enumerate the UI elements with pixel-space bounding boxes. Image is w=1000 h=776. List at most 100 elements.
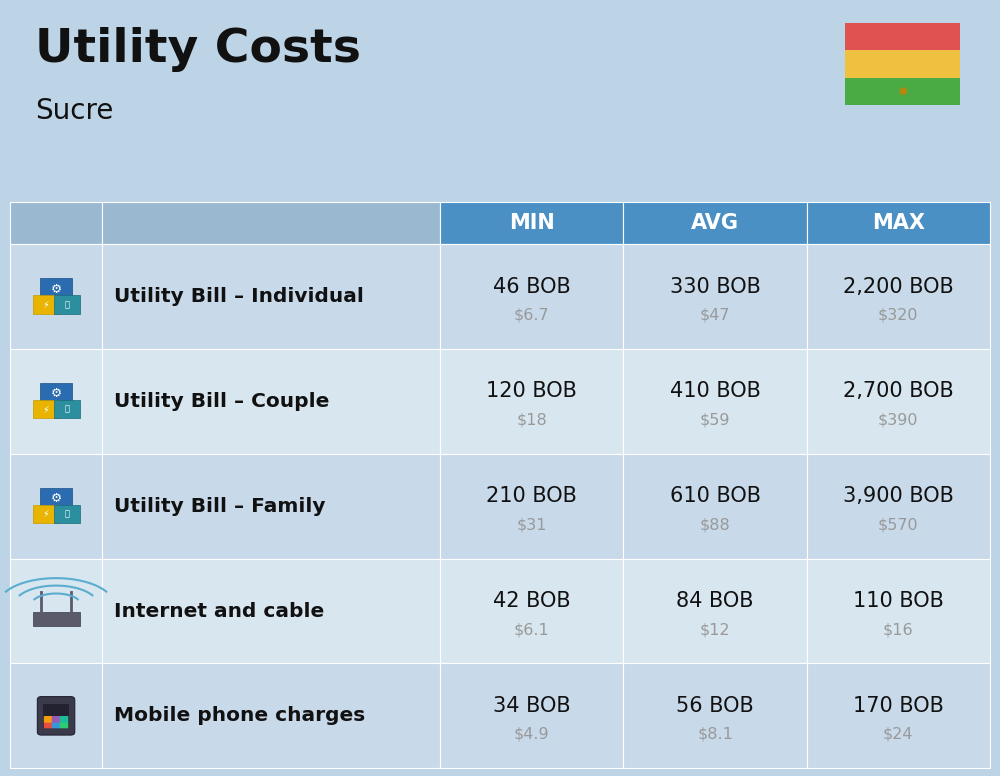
FancyBboxPatch shape — [440, 244, 623, 349]
FancyBboxPatch shape — [54, 505, 80, 523]
Text: 💧: 💧 — [65, 300, 70, 309]
FancyBboxPatch shape — [623, 349, 807, 454]
Text: 210 BOB: 210 BOB — [486, 486, 577, 506]
Text: $570: $570 — [878, 518, 919, 532]
FancyBboxPatch shape — [37, 697, 75, 735]
Text: $47: $47 — [700, 308, 730, 323]
FancyBboxPatch shape — [102, 202, 440, 244]
FancyBboxPatch shape — [440, 454, 623, 559]
FancyBboxPatch shape — [102, 349, 440, 454]
FancyBboxPatch shape — [440, 349, 623, 454]
Text: 610 BOB: 610 BOB — [670, 486, 761, 506]
FancyBboxPatch shape — [40, 278, 72, 300]
Text: 34 BOB: 34 BOB — [493, 696, 571, 715]
FancyBboxPatch shape — [845, 78, 960, 105]
Text: $31: $31 — [517, 518, 547, 532]
Text: $390: $390 — [878, 413, 919, 428]
FancyBboxPatch shape — [623, 559, 807, 663]
FancyBboxPatch shape — [10, 244, 102, 349]
Text: 🧍: 🧍 — [52, 394, 60, 408]
Text: $4.9: $4.9 — [514, 727, 550, 742]
FancyBboxPatch shape — [10, 454, 102, 559]
FancyBboxPatch shape — [807, 202, 990, 244]
Text: ⚡: ⚡ — [42, 404, 49, 414]
FancyBboxPatch shape — [623, 202, 807, 244]
FancyBboxPatch shape — [54, 296, 80, 314]
FancyBboxPatch shape — [44, 722, 52, 729]
Text: Utility Costs: Utility Costs — [35, 27, 361, 72]
Text: ⚡: ⚡ — [42, 300, 49, 310]
FancyBboxPatch shape — [44, 716, 52, 722]
Text: ⚙: ⚙ — [50, 282, 62, 296]
FancyBboxPatch shape — [102, 559, 440, 663]
FancyBboxPatch shape — [623, 663, 807, 768]
FancyBboxPatch shape — [40, 383, 72, 405]
Text: 42 BOB: 42 BOB — [493, 591, 571, 611]
Text: MIN: MIN — [509, 213, 555, 233]
Text: ⚙: ⚙ — [50, 492, 62, 505]
FancyBboxPatch shape — [807, 454, 990, 559]
FancyBboxPatch shape — [102, 244, 440, 349]
Text: $6.1: $6.1 — [514, 622, 550, 637]
Text: $6.7: $6.7 — [514, 308, 550, 323]
FancyBboxPatch shape — [33, 400, 59, 418]
Text: 46 BOB: 46 BOB — [493, 276, 571, 296]
Text: MAX: MAX — [872, 213, 925, 233]
Text: 3,900 BOB: 3,900 BOB — [843, 486, 954, 506]
Text: 170 BOB: 170 BOB — [853, 696, 944, 715]
Text: Utility Bill – Individual: Utility Bill – Individual — [114, 287, 364, 307]
FancyBboxPatch shape — [623, 244, 807, 349]
FancyBboxPatch shape — [102, 663, 440, 768]
FancyBboxPatch shape — [623, 454, 807, 559]
FancyBboxPatch shape — [440, 559, 623, 663]
FancyBboxPatch shape — [33, 296, 59, 314]
Text: $59: $59 — [700, 413, 730, 428]
FancyBboxPatch shape — [33, 612, 80, 626]
FancyBboxPatch shape — [52, 722, 60, 729]
FancyBboxPatch shape — [60, 716, 68, 722]
Text: $12: $12 — [700, 622, 730, 637]
FancyBboxPatch shape — [52, 716, 60, 722]
FancyBboxPatch shape — [40, 487, 72, 510]
Text: 410 BOB: 410 BOB — [670, 381, 761, 401]
Text: 84 BOB: 84 BOB — [676, 591, 754, 611]
Text: 💧: 💧 — [65, 510, 70, 518]
FancyBboxPatch shape — [807, 559, 990, 663]
Text: AVG: AVG — [691, 213, 739, 233]
FancyBboxPatch shape — [33, 505, 59, 523]
Text: 120 BOB: 120 BOB — [486, 381, 577, 401]
Text: $8.1: $8.1 — [697, 727, 733, 742]
FancyBboxPatch shape — [10, 349, 102, 454]
FancyBboxPatch shape — [845, 50, 960, 78]
FancyBboxPatch shape — [807, 244, 990, 349]
Text: 2,200 BOB: 2,200 BOB — [843, 276, 954, 296]
Text: Sucre: Sucre — [35, 97, 113, 125]
Text: 2,700 BOB: 2,700 BOB — [843, 381, 954, 401]
FancyBboxPatch shape — [60, 722, 68, 729]
Text: $88: $88 — [700, 518, 730, 532]
Text: $320: $320 — [878, 308, 919, 323]
FancyBboxPatch shape — [440, 202, 623, 244]
Text: ●: ● — [898, 86, 907, 96]
FancyBboxPatch shape — [845, 23, 960, 50]
Text: Internet and cable: Internet and cable — [114, 601, 324, 621]
Text: Utility Bill – Family: Utility Bill – Family — [114, 497, 326, 516]
Text: 110 BOB: 110 BOB — [853, 591, 944, 611]
Text: ⚙: ⚙ — [50, 387, 62, 400]
FancyBboxPatch shape — [440, 663, 623, 768]
FancyBboxPatch shape — [102, 454, 440, 559]
Text: 330 BOB: 330 BOB — [670, 276, 761, 296]
Text: ⚡: ⚡ — [42, 509, 49, 519]
Text: $16: $16 — [883, 622, 914, 637]
Text: $24: $24 — [883, 727, 914, 742]
FancyBboxPatch shape — [10, 202, 102, 244]
Text: Mobile phone charges: Mobile phone charges — [114, 706, 365, 726]
Text: 🧍: 🧍 — [52, 499, 60, 513]
FancyBboxPatch shape — [10, 663, 102, 768]
Text: $18: $18 — [516, 413, 547, 428]
FancyBboxPatch shape — [807, 349, 990, 454]
FancyBboxPatch shape — [43, 704, 69, 728]
Text: 💧: 💧 — [65, 405, 70, 414]
Text: 🧍: 🧍 — [52, 289, 60, 303]
Text: 56 BOB: 56 BOB — [676, 696, 754, 715]
